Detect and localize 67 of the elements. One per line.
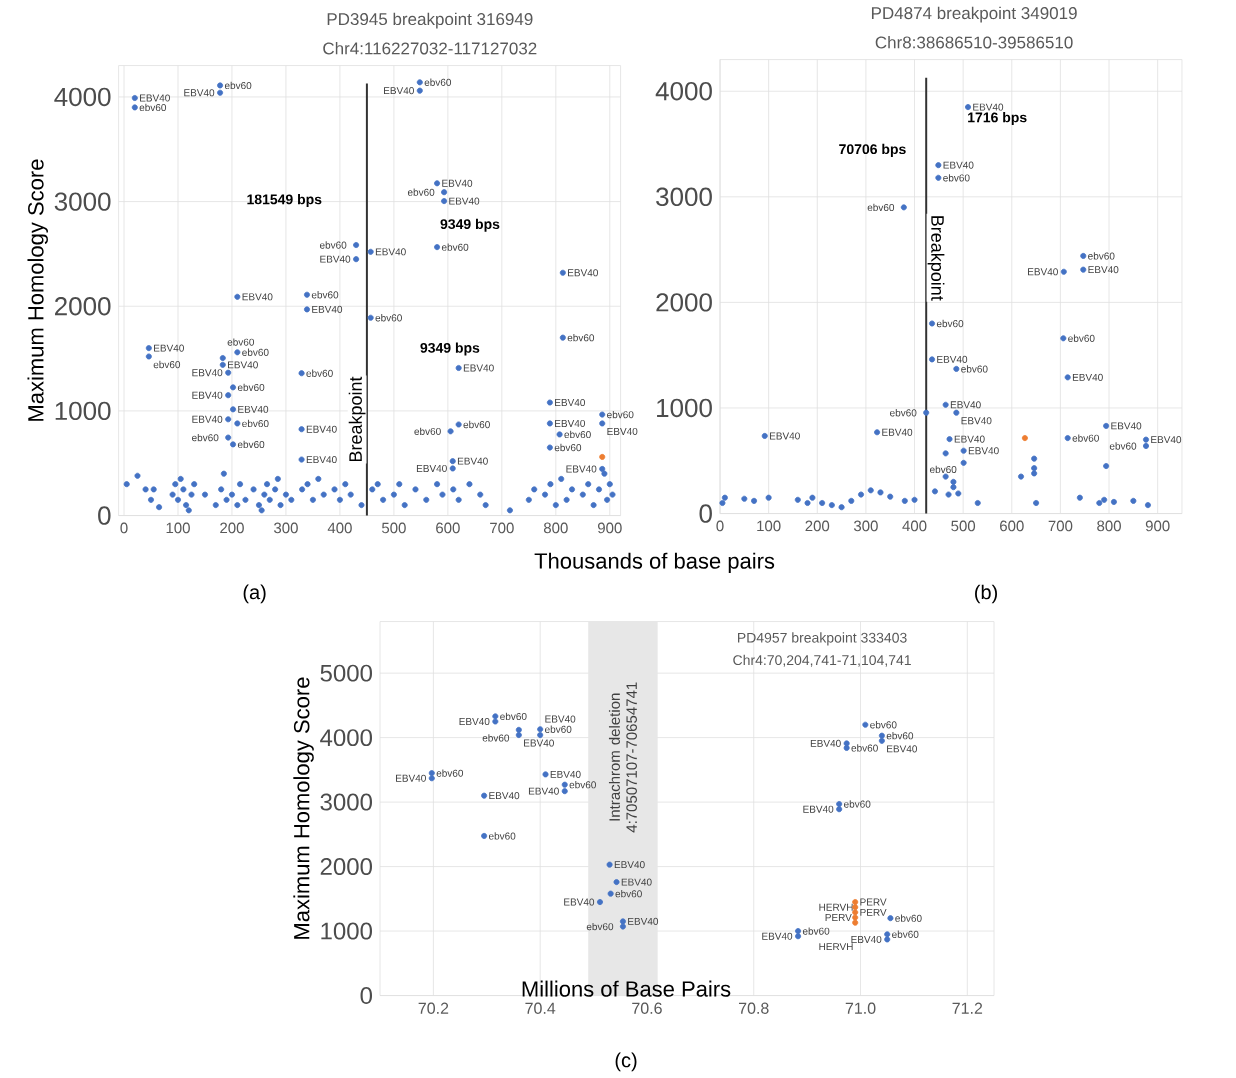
point: [884, 936, 891, 943]
ref-line-label: Breakpoint: [348, 376, 366, 462]
y-tick-label: 3000: [54, 192, 111, 211]
point: [852, 899, 859, 906]
y-axis-title: Maximum Homology Score: [293, 677, 314, 939]
x-tick-label: 70.6: [632, 1002, 662, 1014]
y-tick-label: 3000: [320, 793, 373, 811]
point: [843, 744, 850, 751]
chart-title: PD4874 breakpoint 349019: [871, 6, 1077, 23]
point: [613, 879, 620, 886]
x-tick-label: 71.0: [845, 1002, 876, 1014]
y-tick-label: 2000: [656, 293, 712, 312]
x-tick-label: 70.4: [525, 1002, 556, 1014]
point: [795, 928, 802, 935]
point: [606, 861, 613, 868]
point: [492, 718, 499, 725]
point: [596, 899, 603, 906]
point: [515, 726, 522, 733]
point: [852, 909, 859, 916]
point: [428, 770, 435, 777]
point: [878, 732, 885, 739]
point: [542, 771, 549, 778]
y-tick-label: 4000: [655, 82, 712, 101]
point: [878, 737, 885, 744]
x-axis-title: Millions of Base Pairs: [522, 980, 731, 997]
y-tick-label: 1000: [657, 398, 712, 418]
y-tick-label: 2000: [55, 297, 111, 316]
point: [515, 732, 522, 739]
y-tick-label: 1000: [55, 401, 111, 421]
text: (c): [615, 1052, 637, 1072]
y-axis-title: Maximum Homology Score: [27, 159, 48, 421]
text: (b): [975, 584, 997, 604]
point: [561, 781, 568, 788]
text: (a): [243, 584, 266, 604]
point: [537, 726, 544, 733]
point: [492, 713, 499, 720]
point: [887, 915, 894, 922]
point: [619, 918, 626, 925]
point: [852, 919, 859, 926]
point: [481, 792, 488, 799]
x-tick-label: 71.2: [952, 1002, 983, 1014]
chart-subtitle: Chr8:38686510-39586510: [875, 36, 1073, 49]
point: [884, 931, 891, 938]
y-tick-label: 4000: [54, 87, 111, 107]
chart-title: PD3945 breakpoint 316949: [327, 12, 533, 29]
y-tick-label: 1000: [321, 922, 373, 940]
point: [836, 806, 843, 813]
point: [607, 890, 614, 897]
x-tick-label: 70.2: [418, 1002, 449, 1014]
y-tick-label: 5000: [320, 664, 373, 682]
x-axis-title: Thousands of base pairs: [534, 552, 775, 574]
point: [428, 775, 435, 782]
y-tick-label: 4000: [320, 729, 373, 747]
y-tick-label: 3000: [656, 187, 712, 207]
point: [852, 914, 859, 921]
chart-subtitle: Chr4:116227032-117127032: [323, 42, 537, 55]
point: [795, 933, 802, 940]
point: [836, 801, 843, 808]
y-tick-label: 2000: [320, 858, 373, 876]
point: [619, 923, 626, 930]
ref-line-label: Breakpoint: [927, 216, 945, 301]
point: [537, 732, 544, 739]
point: [862, 721, 869, 728]
x-tick-label: 70.8: [738, 1002, 769, 1014]
point: [481, 832, 488, 839]
point: [561, 788, 568, 795]
point: [843, 740, 850, 747]
